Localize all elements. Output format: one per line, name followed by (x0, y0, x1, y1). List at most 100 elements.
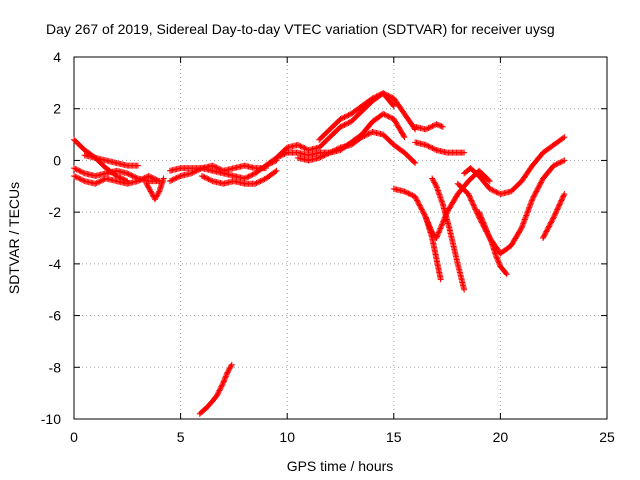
data-point (380, 131, 387, 138)
data-point (152, 196, 159, 203)
data-point (280, 151, 287, 158)
data-point (92, 172, 99, 179)
data-point (218, 382, 225, 389)
data-point (486, 178, 493, 185)
data-point (170, 176, 177, 183)
data-point (468, 198, 475, 205)
data-point (390, 185, 397, 192)
data-point (147, 188, 154, 195)
data-point (102, 157, 109, 164)
data-point (257, 178, 264, 185)
data-point (527, 201, 534, 208)
data-point (488, 186, 495, 193)
data-point (429, 229, 436, 236)
data-point (424, 218, 431, 225)
data-point (305, 147, 312, 154)
data-point (226, 365, 233, 372)
data-point (524, 208, 531, 215)
data-point (348, 141, 355, 148)
data-point (121, 176, 128, 183)
data-point (381, 111, 388, 118)
data-point (358, 108, 365, 115)
data-point (113, 172, 120, 179)
data-point (528, 197, 535, 204)
data-point (141, 174, 148, 181)
data-point (316, 154, 323, 161)
data-point (427, 225, 434, 232)
data-point (390, 141, 397, 148)
data-point (409, 192, 416, 199)
data-point (429, 175, 436, 182)
data-point (241, 175, 248, 182)
data-point (262, 175, 269, 182)
data-point (426, 124, 433, 131)
data-point (324, 150, 331, 157)
data-point (495, 259, 502, 266)
data-point (80, 169, 87, 176)
data-point (546, 223, 553, 230)
data-point (153, 193, 160, 200)
data-point (78, 169, 85, 176)
data-point (536, 183, 543, 190)
data-point (148, 174, 155, 181)
data-point (428, 144, 435, 151)
series-arc-i (197, 362, 235, 416)
x-axis-label: GPS time / hours (287, 458, 394, 474)
data-point (538, 178, 545, 185)
data-point (81, 152, 88, 159)
data-point (253, 180, 260, 187)
data-point (390, 116, 397, 123)
data-point (326, 149, 333, 156)
data-point (556, 202, 563, 209)
data-point (494, 255, 501, 262)
data-point (166, 178, 173, 185)
data-point (342, 113, 349, 120)
data-point (364, 131, 371, 138)
data-point (388, 94, 395, 101)
data-point (377, 91, 384, 98)
data-point (493, 253, 500, 260)
data-point (558, 196, 565, 203)
data-point (520, 220, 527, 227)
data-point (92, 154, 99, 161)
data-point (384, 92, 391, 99)
data-point (154, 177, 161, 184)
data-point (369, 128, 376, 135)
data-point (551, 211, 558, 218)
data-point (370, 94, 377, 101)
data-point (550, 215, 557, 222)
data-point (173, 174, 180, 181)
data-point (549, 216, 556, 223)
data-point (408, 191, 415, 198)
data-point (258, 177, 265, 184)
data-point (260, 176, 267, 183)
data-point (401, 188, 408, 195)
data-point (302, 145, 309, 152)
data-point (341, 121, 348, 128)
data-point (122, 177, 129, 184)
data-point (372, 94, 379, 101)
data-point (541, 232, 548, 239)
data-point (152, 176, 159, 183)
data-point (326, 126, 333, 133)
data-point (156, 188, 163, 195)
data-point (220, 378, 227, 385)
data-point (146, 173, 153, 180)
data-point (526, 204, 533, 211)
data-point (129, 172, 136, 179)
data-point (502, 270, 509, 277)
data-point (465, 178, 472, 185)
data-point (437, 276, 444, 283)
data-point (439, 220, 446, 227)
data-point (168, 177, 175, 184)
data-point (485, 231, 492, 238)
data-point (382, 112, 389, 119)
data-point (412, 139, 419, 146)
data-point (428, 123, 435, 130)
data-point (96, 178, 103, 185)
data-point (329, 148, 336, 155)
data-point (300, 144, 307, 151)
data-point (212, 163, 219, 170)
data-point (337, 116, 344, 123)
data-point (534, 187, 541, 194)
